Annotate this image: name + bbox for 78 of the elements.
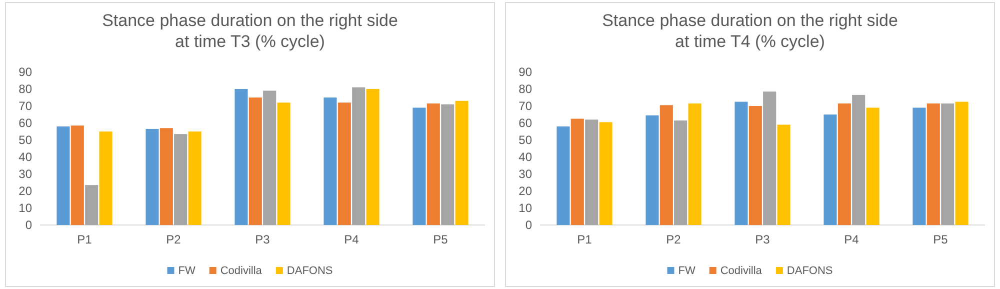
y-tick-label: 40 [518, 150, 532, 164]
x-tick-label: P3 [755, 232, 770, 247]
y-tick-label: 70 [518, 98, 532, 113]
bar [441, 104, 454, 225]
bar [824, 114, 837, 225]
legend-label: FW [178, 265, 196, 277]
y-tick-label: 0 [25, 218, 32, 232]
x-tick-label: P1 [577, 232, 592, 247]
bar [852, 94, 866, 225]
bar [585, 120, 598, 225]
y-tick-label: 20 [18, 184, 32, 198]
bar [366, 89, 380, 225]
y-tick-label: 20 [518, 184, 532, 198]
bar [926, 103, 940, 225]
bar [277, 102, 290, 225]
x-tick-label: P5 [433, 232, 448, 247]
bar [146, 128, 159, 225]
bar [941, 103, 954, 225]
y-tick-label: 80 [18, 82, 32, 96]
x-tick-label: P4 [344, 232, 360, 247]
bar [174, 134, 188, 225]
y-tick-label: 0 [525, 218, 532, 232]
bar [56, 126, 70, 225]
bar [160, 128, 173, 225]
x-tick-label: P2 [166, 232, 182, 247]
y-tick-label: 10 [18, 200, 32, 215]
bar [263, 90, 276, 225]
x-tick-label: P5 [933, 232, 948, 247]
bar [646, 115, 659, 225]
bar [599, 122, 612, 225]
y-tick-label: 10 [518, 200, 532, 215]
bar [426, 103, 440, 225]
legend-label: DAFONS [286, 265, 333, 277]
bar [688, 103, 702, 225]
bar [674, 120, 688, 225]
y-tick-label: 80 [518, 82, 532, 96]
y-tick-label: 70 [18, 98, 32, 113]
bar [70, 126, 84, 225]
y-tick-label: 40 [18, 150, 32, 164]
bar [234, 89, 248, 225]
y-tick-label: 30 [18, 166, 32, 181]
bar [763, 92, 776, 225]
x-tick-label: P4 [844, 232, 860, 247]
bar [412, 108, 426, 225]
bar [734, 102, 748, 225]
bar [955, 102, 968, 225]
bar [85, 185, 98, 225]
bar [455, 100, 468, 225]
bar [912, 108, 926, 225]
bar [866, 108, 880, 225]
y-tick-label: 90 [518, 64, 532, 79]
bar [777, 124, 790, 225]
y-tick-label: 50 [518, 132, 532, 147]
bar [188, 132, 202, 225]
bar [248, 98, 262, 225]
legend-label: FW [678, 265, 696, 277]
legend-label: Codivilla [220, 265, 263, 277]
bar [352, 87, 366, 225]
legend-label: DAFONS [786, 265, 833, 277]
y-tick-label: 60 [518, 116, 532, 130]
x-tick-label: P3 [255, 232, 270, 247]
x-tick-label: P1 [77, 232, 92, 247]
bar [838, 103, 851, 225]
y-tick-label: 90 [18, 64, 32, 79]
x-tick-label: P2 [666, 232, 682, 247]
y-tick-label: 60 [18, 116, 32, 130]
y-tick-label: 50 [18, 132, 32, 147]
bar [570, 118, 584, 225]
bar [99, 132, 112, 225]
y-tick-label: 30 [518, 166, 532, 181]
bar [748, 106, 762, 225]
bar [324, 98, 337, 225]
bar [338, 102, 351, 225]
bar [556, 126, 570, 225]
chart-title: Stance phase duration on the right side at time T3 (% cycle) [102, 11, 398, 51]
bar [660, 105, 673, 225]
chart-title: Stance phase duration on the right side at time T4 (% cycle) [602, 11, 898, 51]
legend-label: Codivilla [720, 265, 763, 277]
